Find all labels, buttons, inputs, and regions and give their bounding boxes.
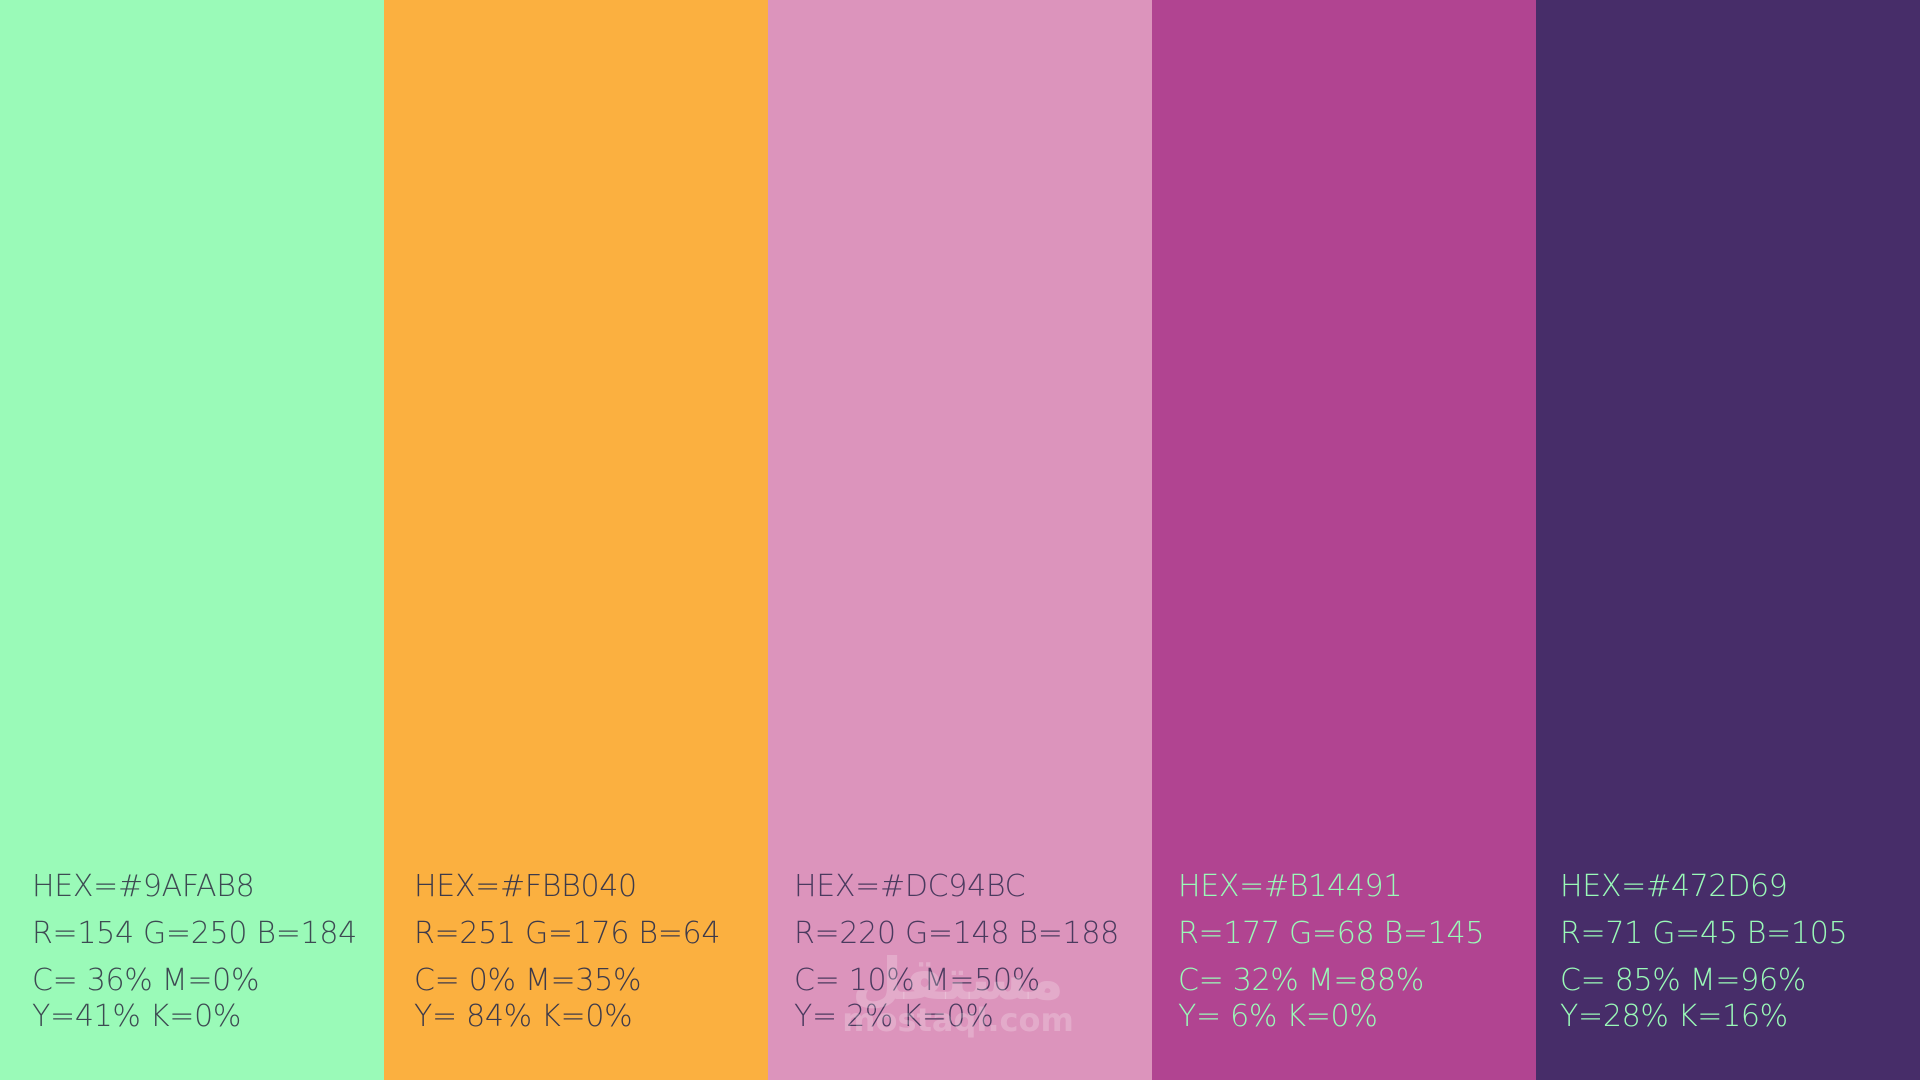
swatch-info: HEX=#FBB040 R=251 G=176 B=64 C= 0% M=35%… xyxy=(414,872,720,1032)
swatch-mint-green: HEX=#9AFAB8 R=154 G=250 B=184 C= 36% M=0… xyxy=(0,0,384,1080)
swatch-deep-purple: HEX=#472D69 R=71 G=45 B=105 C= 85% M=96%… xyxy=(1536,0,1920,1080)
cmyk-value-line1: C= 85% M=96% xyxy=(1560,963,1806,998)
cmyk-value-line1: C= 10% M=50% xyxy=(794,963,1040,998)
cmyk-value-line2: Y=28% K=16% xyxy=(1560,999,1788,1034)
cmyk-value-line1: C= 32% M=88% xyxy=(1178,963,1424,998)
swatch-info: HEX=#DC94BC R=220 G=148 B=188 C= 10% M=5… xyxy=(794,872,1119,1032)
swatch-pink: HEX=#DC94BC R=220 G=148 B=188 C= 10% M=5… xyxy=(768,0,1152,1080)
cmyk-value-line1: C= 0% M=35% xyxy=(414,963,642,998)
cmyk-value-line2: Y= 84% K=0% xyxy=(414,999,633,1034)
rgb-value: R=251 G=176 B=64 xyxy=(414,916,721,951)
swatch-info: HEX=#9AFAB8 R=154 G=250 B=184 C= 36% M=0… xyxy=(32,872,357,1032)
rgb-value: R=154 G=250 B=184 xyxy=(32,916,357,951)
swatch-magenta: HEX=#B14491 R=177 G=68 B=145 C= 32% M=88… xyxy=(1152,0,1536,1080)
rgb-value: R=220 G=148 B=188 xyxy=(794,916,1119,951)
rgb-value: R=177 G=68 B=145 xyxy=(1178,916,1485,951)
swatch-orange: HEX=#FBB040 R=251 G=176 B=64 C= 0% M=35%… xyxy=(384,0,768,1080)
rgb-value: R=71 G=45 B=105 xyxy=(1560,916,1848,951)
cmyk-value-line2: Y= 6% K=0% xyxy=(1178,999,1378,1034)
swatch-info: HEX=#472D69 R=71 G=45 B=105 C= 85% M=96%… xyxy=(1560,869,1848,1034)
cmyk-value-line2: Y= 2% K=0% xyxy=(794,999,994,1034)
hex-value: HEX=#FBB040 xyxy=(414,869,637,904)
hex-value: HEX=#B14491 xyxy=(1178,869,1403,904)
hex-value: HEX=#DC94BC xyxy=(794,869,1026,904)
hex-value: HEX=#9AFAB8 xyxy=(32,869,255,904)
hex-value: HEX=#472D69 xyxy=(1560,869,1788,904)
cmyk-value-line2: Y=41% K=0% xyxy=(32,999,242,1034)
swatch-info: HEX=#B14491 R=177 G=68 B=145 C= 32% M=88… xyxy=(1178,872,1484,1032)
cmyk-value-line1: C= 36% M=0% xyxy=(32,963,260,998)
